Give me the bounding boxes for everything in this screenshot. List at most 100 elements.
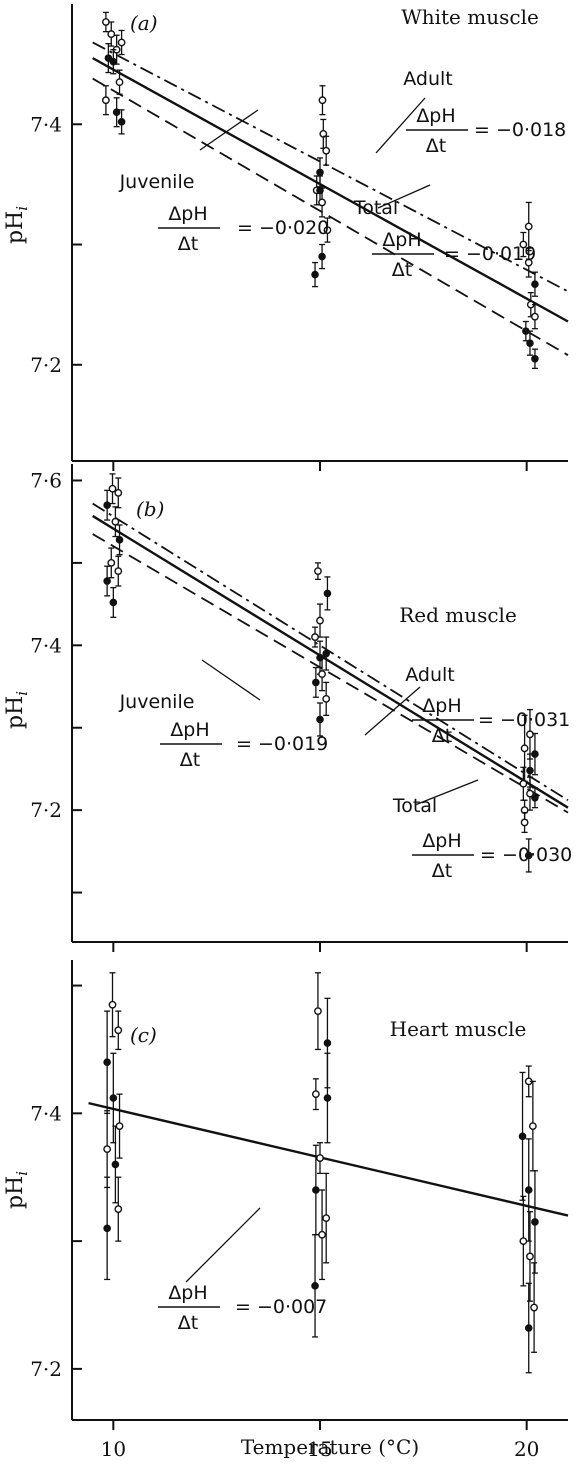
data-point-open (519, 1237, 528, 1246)
data-point-open (528, 1122, 537, 1131)
y-tick-label: 7·4 (30, 633, 62, 657)
regression-line-total (92, 57, 569, 323)
slope-value: = −0·018 (474, 119, 566, 141)
data-point-open (318, 198, 326, 207)
data-point-open (524, 222, 533, 231)
data-point-filled (526, 766, 534, 775)
slope-value: = −0·019 (444, 243, 536, 265)
annotation-leader (201, 659, 261, 701)
x-axis-label: Temperature (°C) (241, 1435, 419, 1459)
fraction-denominator: Δt (426, 135, 446, 157)
panel-title: White muscle (401, 5, 539, 29)
data-point-open (318, 670, 326, 679)
data-point-filled (109, 1094, 118, 1102)
y-axis-label: pHi (3, 206, 31, 244)
regression-line-juvenile (92, 77, 569, 356)
data-point-filled (318, 252, 326, 261)
data-point-filled (111, 1160, 120, 1169)
data-point-open (322, 146, 331, 155)
x-tick-label: 10 (101, 1437, 126, 1461)
slope-value: = −0·020 (237, 217, 329, 239)
slope-value: = −0·019 (236, 733, 328, 755)
data-point-filled (531, 280, 539, 289)
data-point-open (108, 484, 117, 493)
y-tick-label: 7·2 (30, 798, 62, 822)
data-point-filled (524, 1324, 533, 1332)
data-point-open (323, 226, 332, 234)
data-point-filled (526, 339, 534, 347)
data-point-filled (524, 851, 533, 860)
data-point-open (318, 1230, 326, 1239)
data-point-filled (531, 793, 539, 802)
data-point-filled (311, 1282, 319, 1290)
data-point-filled (316, 168, 324, 177)
data-point-open (114, 488, 123, 497)
data-point-filled (104, 54, 113, 62)
data-point-filled (531, 1218, 539, 1226)
y-tick-label: 7·4 (30, 1101, 62, 1125)
data-point-filled (312, 678, 320, 687)
data-point-filled (103, 577, 111, 585)
data-point-filled (312, 1186, 320, 1194)
data-point-open (115, 1122, 124, 1131)
data-point-open (520, 744, 529, 753)
panel-title: Red muscle (399, 603, 517, 627)
data-point-filled (109, 57, 118, 66)
data-point-filled (112, 108, 121, 117)
fraction-denominator: Δt (432, 725, 452, 747)
fraction-numerator: ΔpH (422, 695, 461, 717)
panel-3: 7·2 7·4 10 15 20 pHi (c) Heart muscle ΔpH Δt = −0·… (3, 960, 569, 1461)
data-point-open (319, 129, 328, 138)
y-tick-label: 7·6 (30, 468, 62, 492)
panel-label: (c) (130, 1023, 157, 1047)
x-tick-label: 20 (514, 1437, 539, 1461)
data-point-open (316, 1154, 324, 1162)
annotation-label: Adult (405, 664, 455, 686)
data-point-open (314, 1007, 322, 1016)
data-point-filled (109, 598, 118, 607)
data-point-open (107, 558, 116, 567)
data-point-filled (322, 649, 331, 658)
regression-line-total (88, 1101, 569, 1217)
regression-line-juvenile (92, 533, 569, 814)
data-point-open (114, 1026, 123, 1035)
annotation-leader (185, 1207, 261, 1283)
data-point-open (117, 38, 126, 47)
data-point-open (101, 96, 110, 105)
y-axis-label: pHi (3, 1171, 31, 1209)
fraction-numerator: ΔpH (422, 830, 461, 852)
x-tick-label: 15 (307, 1437, 332, 1461)
regression-line-total (92, 514, 569, 809)
data-point-open (531, 312, 539, 321)
data-point-open (114, 567, 123, 576)
data-point-open (311, 1090, 320, 1099)
y-tick-label: 7·4 (30, 112, 62, 136)
fraction-numerator: ΔpH (168, 203, 207, 225)
annotation-leader (414, 779, 479, 806)
data-point-open (103, 1145, 112, 1154)
data-point-open (524, 258, 533, 267)
annotation-leader (375, 97, 426, 154)
panel-label: (a) (130, 11, 158, 35)
y-tick-label: 7·2 (30, 1357, 62, 1381)
data-point-filled (323, 589, 332, 598)
fraction-denominator: Δt (392, 259, 412, 281)
regression-line-adult (92, 502, 569, 802)
data-point-open (526, 1252, 534, 1261)
data-point-open (316, 616, 324, 625)
slope-value: = −0·007 (235, 1296, 327, 1318)
annotation-label: Juvenile (119, 171, 195, 193)
data-point-filled (103, 1058, 111, 1067)
data-point-filled (524, 1186, 533, 1194)
data-point-open (314, 567, 322, 576)
data-point-open (530, 1303, 539, 1312)
data-point-filled (117, 118, 126, 126)
fraction-numerator: ΔpH (170, 719, 209, 741)
data-point-open (101, 18, 110, 26)
y-axis-label: pHi (3, 691, 31, 729)
data-point-open (111, 517, 120, 526)
data-point-open (108, 1000, 117, 1009)
annotation-label: Total (353, 197, 398, 219)
data-point-filled (103, 501, 111, 510)
